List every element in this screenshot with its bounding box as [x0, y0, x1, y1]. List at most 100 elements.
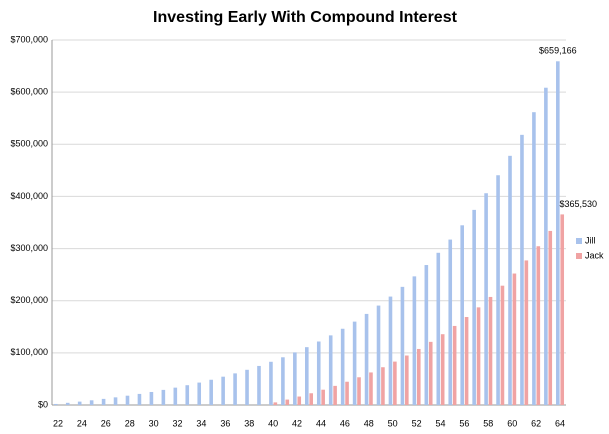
y-tick-label: $600,000	[10, 87, 48, 97]
bar	[285, 399, 290, 405]
bar	[460, 225, 464, 405]
chart-title: Investing Early With Compound Interest	[153, 9, 458, 26]
bar	[77, 401, 82, 405]
x-tick-label: 54	[435, 418, 445, 428]
bar	[512, 273, 517, 405]
bar	[293, 352, 297, 405]
bar	[297, 396, 302, 405]
bar	[488, 296, 493, 405]
bar	[316, 341, 321, 405]
bar	[464, 317, 469, 405]
y-tick-label: $300,000	[10, 243, 48, 253]
bar	[524, 260, 529, 405]
bar	[440, 334, 445, 405]
bar	[328, 335, 333, 405]
x-tick-label: 28	[125, 418, 135, 428]
bar	[65, 402, 70, 405]
bar	[424, 265, 429, 405]
y-tick-label: $700,000	[10, 34, 48, 44]
bar	[269, 361, 273, 405]
bar	[209, 379, 213, 405]
legend-label: Jack	[585, 250, 604, 260]
bar	[405, 355, 409, 405]
x-tick-label: 34	[196, 418, 206, 428]
x-tick-label: 36	[220, 418, 230, 428]
x-tick-label: 40	[268, 418, 278, 428]
x-tick-label: 38	[244, 418, 254, 428]
bar	[381, 367, 385, 405]
bar	[137, 393, 142, 405]
bar	[532, 112, 536, 405]
bar	[89, 400, 94, 405]
x-tick-label: 56	[459, 418, 469, 428]
bar	[556, 61, 560, 405]
x-tick-label: 50	[388, 418, 398, 428]
x-tick-label: 22	[53, 418, 63, 428]
x-tick-label: 64	[555, 418, 565, 428]
bar	[113, 397, 118, 405]
bar	[53, 403, 58, 405]
x-tick-label: 26	[101, 418, 111, 428]
x-tick-label: 58	[483, 418, 493, 428]
bar	[436, 252, 441, 405]
bar	[544, 87, 548, 405]
bar	[452, 325, 457, 405]
bar	[273, 402, 278, 405]
bar	[333, 385, 337, 405]
bar	[476, 307, 481, 405]
bar	[484, 193, 488, 405]
legend-swatch	[576, 238, 582, 244]
x-tick-label: 24	[77, 418, 87, 428]
bar	[496, 175, 500, 405]
y-tick-label: $0	[38, 399, 48, 409]
y-tick-label: $500,000	[10, 139, 48, 149]
y-tick-label: $100,000	[10, 347, 48, 357]
bar	[500, 285, 505, 405]
bar	[233, 373, 237, 405]
bar	[448, 239, 453, 405]
bar	[536, 246, 541, 405]
x-tick-label: 30	[149, 418, 159, 428]
value-label: $659,166	[539, 46, 577, 56]
bar	[125, 395, 130, 405]
legend-swatch	[576, 253, 582, 259]
bar	[305, 347, 309, 405]
bar	[508, 155, 512, 405]
y-tick-label: $400,000	[10, 191, 48, 201]
x-tick-label: 42	[292, 418, 302, 428]
x-tick-label: 32	[173, 418, 183, 428]
x-tick-label: 60	[507, 418, 517, 428]
x-tick-label: 44	[316, 418, 326, 428]
bar	[185, 385, 190, 405]
bar	[352, 321, 357, 405]
bar	[173, 387, 178, 405]
bar	[548, 230, 553, 405]
bar	[345, 381, 349, 405]
bar	[245, 369, 249, 405]
bar	[340, 328, 345, 405]
bar	[321, 389, 325, 405]
bar	[309, 393, 313, 405]
bar	[472, 209, 476, 405]
y-tick-label: $200,000	[10, 295, 48, 305]
bar	[560, 214, 565, 405]
bar	[257, 365, 261, 405]
value-label: $365,530	[559, 199, 597, 209]
legend-label: Jill	[585, 235, 596, 245]
bar	[197, 382, 202, 405]
x-tick-label: 62	[531, 418, 541, 428]
bar	[357, 377, 361, 405]
x-tick-label: 52	[412, 418, 422, 428]
bar	[161, 389, 166, 405]
bar	[416, 348, 421, 405]
bar	[221, 376, 225, 405]
bar	[393, 361, 397, 405]
x-tick-label: 46	[340, 418, 350, 428]
bar	[369, 372, 373, 405]
bar	[281, 357, 285, 405]
bar	[376, 305, 381, 405]
bar	[412, 276, 417, 405]
bar	[149, 391, 154, 405]
bar	[388, 296, 393, 405]
